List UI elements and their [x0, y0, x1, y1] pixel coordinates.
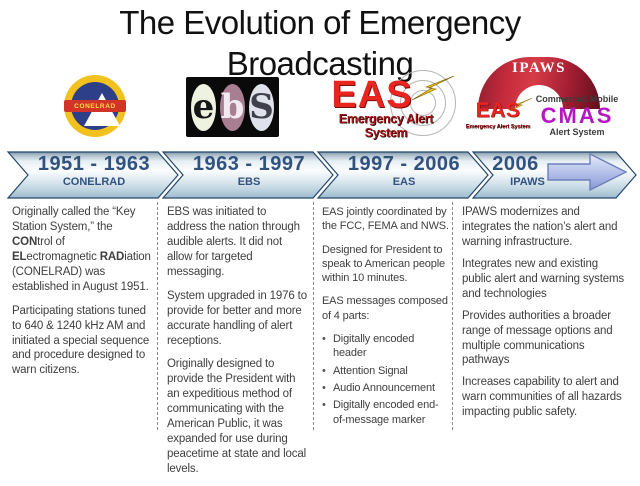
- text-segment: iation (CONELRAD) was established in Aug…: [12, 250, 151, 293]
- timeline-years: 2006: [492, 153, 539, 175]
- column-divider: [157, 202, 158, 430]
- eas-small-logo-icon: EAS Emergency Alert System: [462, 98, 534, 130]
- bullet-item: • Audio Announcement: [322, 381, 450, 395]
- paragraph: EBS was initiated to address the nation …: [167, 206, 300, 278]
- paragraph: Increases capability to alert and warn c…: [462, 376, 622, 419]
- text-segment: ectromagnetic: [26, 250, 100, 263]
- timeline-years: 1951 - 1963: [37, 153, 151, 175]
- ebs-letter-e: e: [191, 83, 216, 131]
- paragraph: Originally called the “Key Station Syste…: [12, 205, 152, 295]
- bullet-item: • Digitally encoded end-of-message marke…: [322, 398, 450, 427]
- paragraph: EAS jointly coordinated by the FCC, FEMA…: [322, 206, 449, 233]
- bullet-item: • Attention Signal: [322, 364, 450, 378]
- timeline-chevron-3: [316, 151, 489, 199]
- eas-logo-title: EAS: [331, 74, 413, 116]
- bullet-text: Attention Signal: [333, 364, 408, 377]
- lightning-bolt-icon: [510, 98, 532, 111]
- ipaws-logo-icon: IPAWS: [478, 57, 600, 109]
- cmas-line2: Alert System: [549, 127, 605, 137]
- conelrad-logo-icon: CONELRAD: [64, 75, 126, 137]
- paragraph: EAS messages composed of 4 parts:: [322, 295, 448, 322]
- eas-logo-subtitle: Emergency Alert System: [338, 112, 434, 140]
- timeline-name: IPAWS: [510, 176, 545, 188]
- column-ipaws: IPAWS modernizes and integrates the nati…: [462, 205, 628, 427]
- ebs-logo-icon: e b S: [186, 77, 279, 137]
- column-divider: [313, 202, 314, 430]
- text-segment-bold: EL: [12, 250, 27, 263]
- paragraph: IPAWS modernizes and integrates the nati…: [462, 206, 618, 248]
- ipaws-logo-title: IPAWS: [512, 60, 566, 76]
- cmas-logo: Commercial Mobile CMAS Alert System: [534, 94, 620, 137]
- text-segment-bold: CON: [12, 235, 38, 248]
- paragraph: System upgraded in 1976 to provide for b…: [167, 289, 307, 347]
- radio-wave-icon: [390, 70, 456, 136]
- ebs-letter-s: S: [249, 83, 274, 131]
- conelrad-band-label: CONELRAD: [74, 102, 116, 110]
- timeline-label-eas: 1997 - 2006 EAS: [338, 153, 470, 189]
- timeline-name: CONELRAD: [62, 176, 126, 188]
- bullet-text: Digitally encoded header: [333, 333, 415, 360]
- timeline-years: 1997 - 2006: [347, 153, 461, 175]
- paragraph: Originally designed to provide the Presi…: [167, 358, 306, 475]
- paragraph: Participating stations tuned to 640 & 12…: [12, 304, 150, 377]
- cmas-title: CMAS: [540, 103, 614, 128]
- text-segment: trol of: [37, 235, 65, 248]
- bullet-item: • Digitally encoded header: [322, 332, 450, 361]
- slide-title-line1: The Evolution of Emergency: [119, 4, 521, 41]
- bullet-icon: •: [322, 381, 326, 394]
- slide-title: The Evolution of Emergency Broadcasting: [0, 2, 640, 84]
- bullet-text: Audio Announcement: [333, 381, 435, 394]
- column-conelrad: Originally called the “Key Station Syste…: [12, 205, 152, 387]
- paragraph: Integrates new and existing public alert…: [462, 257, 625, 300]
- paragraph: Designed for President to speak to Ameri…: [322, 243, 445, 285]
- cmas-line1: Commercial Mobile: [535, 94, 619, 104]
- timeline-name: EBS: [237, 176, 261, 188]
- column-eas: EAS jointly coordinated by the FCC, FEMA…: [322, 205, 450, 430]
- conelrad-band: CONELRAD: [64, 100, 126, 112]
- timeline-graphic: [6, 151, 637, 199]
- bullet-icon: •: [322, 333, 326, 346]
- bullet-icon: •: [322, 364, 326, 377]
- column-divider: [452, 202, 453, 430]
- slide-title-line2: Broadcasting: [226, 45, 414, 82]
- ebs-letter-b: b: [220, 83, 245, 131]
- lightning-bolt-icon: [412, 76, 454, 100]
- eas-small-subtitle: Emergency Alert System: [465, 124, 531, 130]
- timeline-label-ipaws: 2006 IPAWS: [468, 153, 563, 189]
- text-segment-bold: RAD: [99, 250, 125, 263]
- bullet-icon: •: [322, 399, 326, 412]
- timeline-label-conelrad: 1951 - 1963 CONELRAD: [28, 153, 160, 189]
- timeline-name: EAS: [392, 176, 416, 188]
- paragraph: Provides authorities a broader range of …: [462, 309, 613, 367]
- eas-logo-icon: EAS Emergency Alert System: [322, 70, 456, 140]
- bullet-text: Digitally encoded end-of-message marker: [333, 399, 439, 426]
- forward-arrow-icon: [547, 152, 628, 192]
- text-segment: Originally called the “Key Station Syste…: [12, 206, 136, 233]
- eas-small-title: EAS: [475, 99, 521, 122]
- timeline-label-ebs: 1963 - 1997 EBS: [183, 153, 315, 189]
- timeline-chevron-1: [6, 151, 179, 199]
- column-ebs: EBS was initiated to address the nation …: [167, 205, 307, 486]
- timeline-years: 1963 - 1997: [192, 153, 306, 175]
- timeline-chevron-2: [161, 151, 334, 199]
